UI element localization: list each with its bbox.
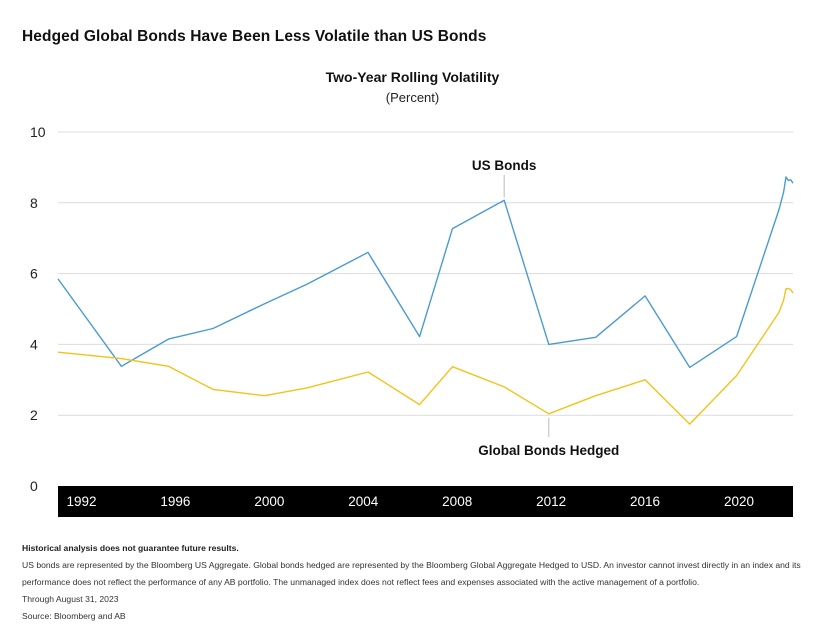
headline: Hedged Global Bonds Have Been Less Volat… xyxy=(22,28,487,45)
x-tick-label: 2020 xyxy=(724,494,754,509)
x-tick-label: 2016 xyxy=(630,494,660,509)
x-tick-label: 2004 xyxy=(348,494,379,509)
notes-body: US bonds are represented by the Bloomber… xyxy=(22,560,801,587)
y-tick-label: 0 xyxy=(30,478,38,494)
x-tick-label: 1992 xyxy=(66,494,96,509)
y-tick-label: 2 xyxy=(30,407,38,423)
annotation-us-bonds: US Bonds xyxy=(472,158,537,173)
chart-title: Two-Year Rolling Volatility xyxy=(325,69,500,85)
y-tick-label: 6 xyxy=(30,266,38,282)
series-line-us-bonds xyxy=(57,176,794,369)
source-note: Source: Bloomberg and AB xyxy=(22,611,126,621)
volatility-line-chart: 0 2 4 6 8 10 1992 1996 2000 2004 2008 2012 2016 2020 U… xyxy=(30,124,794,517)
x-axis-band xyxy=(58,486,793,517)
y-tick-label: 4 xyxy=(30,336,38,352)
series-line-global-bonds-hedged xyxy=(57,287,794,425)
x-tick-label: 2012 xyxy=(536,494,566,509)
x-tick-label: 2008 xyxy=(442,494,472,509)
annotation-global-bonds-hedged: Global Bonds Hedged xyxy=(478,443,619,458)
data-through-date: Through August 31, 2023 xyxy=(22,594,119,604)
x-tick-label: 1996 xyxy=(160,494,190,509)
y-tick-label: 8 xyxy=(30,195,38,211)
footnotes: Historical analysis does not guarantee f… xyxy=(22,540,812,625)
disclaimer: Historical analysis does not guarantee f… xyxy=(22,543,239,553)
y-tick-label: 10 xyxy=(30,124,46,140)
chart-subtitle: (Percent) xyxy=(385,90,440,105)
x-tick-label: 2000 xyxy=(254,494,284,509)
